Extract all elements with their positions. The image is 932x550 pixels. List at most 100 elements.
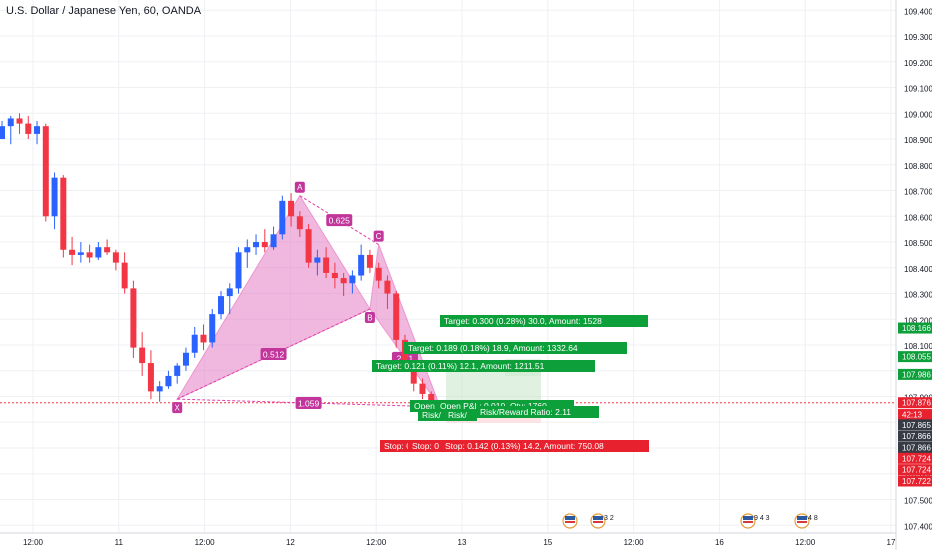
risk-partial-bg[interactable] bbox=[418, 409, 451, 421]
x-tick-label: 12:00 bbox=[23, 538, 44, 547]
pattern-triangle-xab[interactable] bbox=[175, 194, 371, 401]
price-badge[interactable] bbox=[898, 322, 932, 334]
candle-body bbox=[104, 247, 111, 253]
x-tick-label: 11 bbox=[115, 538, 124, 547]
ratio-badge[interactable] bbox=[295, 396, 322, 409]
candle-body bbox=[182, 352, 189, 366]
event-flag-stripe bbox=[743, 516, 753, 520]
candle-body bbox=[288, 200, 295, 217]
grid bbox=[0, 0, 896, 533]
candle-body bbox=[95, 247, 102, 258]
target-label-1: Target: 0.300 (0.28%) 30.0, Amount: 1528 bbox=[444, 316, 602, 326]
price-badge[interactable] bbox=[898, 397, 932, 409]
price-badge-label: 107.866 bbox=[902, 444, 931, 453]
candle-body bbox=[69, 249, 76, 255]
candle-body bbox=[25, 123, 32, 134]
candle-body bbox=[253, 242, 260, 248]
pattern-point-c[interactable] bbox=[373, 230, 384, 242]
y-tick-label: 108.500 bbox=[904, 239, 932, 248]
event-flag-stripe-red bbox=[593, 521, 603, 523]
candle-body bbox=[7, 118, 14, 127]
price-badge[interactable] bbox=[898, 430, 932, 442]
candle-body bbox=[34, 126, 41, 134]
candle-body bbox=[349, 275, 356, 284]
stop-partial-2-bg[interactable] bbox=[408, 440, 451, 452]
x-tick-label: 12:00 bbox=[795, 538, 816, 547]
candle-body bbox=[340, 278, 347, 284]
price-badge[interactable] bbox=[898, 464, 932, 476]
candle-body bbox=[42, 126, 49, 217]
target-label-2-bg[interactable] bbox=[404, 342, 627, 354]
price-badge[interactable] bbox=[898, 368, 932, 380]
risk-reward-label-bg[interactable] bbox=[476, 406, 599, 418]
y-tick-label: 107.400 bbox=[904, 522, 932, 531]
event-flag-stripe-red bbox=[565, 521, 575, 523]
candle-body bbox=[139, 347, 146, 364]
candle-body bbox=[60, 177, 67, 250]
candle-body bbox=[331, 272, 338, 279]
x-tick-label: 12:00 bbox=[366, 538, 387, 547]
candle-body bbox=[147, 363, 154, 392]
candle-body bbox=[77, 252, 84, 255]
x-tick-label: 12:00 bbox=[624, 538, 645, 547]
target-label-3-bg[interactable] bbox=[372, 360, 595, 372]
price-badge[interactable] bbox=[898, 409, 932, 421]
candle-body bbox=[200, 334, 207, 343]
x-tick-label: 15 bbox=[543, 538, 552, 547]
price-badge[interactable] bbox=[898, 475, 932, 487]
price-badge-label: 42:13 bbox=[902, 411, 923, 420]
position-labels[interactable]: Target: 0.300 (0.28%) 30.0, Amount: 1528… bbox=[372, 315, 649, 452]
candle-body bbox=[174, 365, 181, 376]
candle-body bbox=[419, 383, 426, 394]
y-tick-label: 109.400 bbox=[904, 7, 932, 16]
price-badge[interactable] bbox=[898, 419, 932, 431]
pattern-point-a[interactable] bbox=[294, 181, 305, 193]
candle-body bbox=[218, 296, 224, 315]
target-label-1-bg[interactable] bbox=[440, 315, 648, 327]
risk-partial: Risk/ bbox=[422, 410, 442, 420]
stop-label: Stop: 0.142 (0.13%) 14.2, Amount: 750.08 bbox=[445, 441, 604, 451]
price-badge-label: 108.166 bbox=[902, 324, 931, 333]
x-tick-label: 13 bbox=[458, 538, 467, 547]
candle-body bbox=[156, 386, 163, 392]
price-badge-label: 108.055 bbox=[902, 353, 931, 362]
ratio-badge[interactable] bbox=[326, 214, 353, 227]
candle-body bbox=[393, 293, 400, 340]
candles bbox=[0, 113, 435, 410]
y-tick-label: 107.600 bbox=[904, 471, 932, 480]
x-tick-label: 12 bbox=[286, 538, 295, 547]
y-tick-label: 109.100 bbox=[904, 85, 932, 94]
price-badge[interactable] bbox=[898, 442, 932, 454]
price-badge-label: 107.986 bbox=[902, 370, 931, 379]
price-badge[interactable] bbox=[898, 351, 932, 363]
candle-body bbox=[226, 288, 233, 297]
event-flag-stripe bbox=[593, 516, 603, 520]
price-badge-label: 107.866 bbox=[902, 432, 931, 441]
stop-label-bg[interactable] bbox=[441, 440, 649, 452]
candle-body bbox=[112, 252, 119, 263]
pattern-point-b[interactable] bbox=[364, 311, 375, 323]
candle-body bbox=[314, 257, 321, 263]
candle-body bbox=[244, 247, 251, 253]
y-tick-label: 108.600 bbox=[904, 213, 932, 222]
y-tick-label: 108.100 bbox=[904, 342, 932, 351]
pattern-point-x[interactable] bbox=[172, 402, 183, 414]
price-badge[interactable] bbox=[898, 452, 932, 464]
price-badge-label: 107.865 bbox=[902, 421, 931, 430]
ratio-badge[interactable] bbox=[260, 348, 287, 361]
risk-partial-2-bg[interactable] bbox=[444, 409, 477, 421]
x-tick-label: 12:00 bbox=[195, 538, 216, 547]
price-badge-label: 107.724 bbox=[902, 466, 931, 475]
candle-body bbox=[121, 262, 128, 289]
candle-body bbox=[86, 252, 93, 258]
candle-body bbox=[130, 288, 137, 348]
event-markers[interactable]: 3 2 9 4 3 4 8 bbox=[562, 513, 818, 529]
candle-body bbox=[305, 229, 312, 263]
y-tick-label: 109.300 bbox=[904, 33, 932, 42]
candle-body bbox=[51, 177, 58, 217]
x-tick-label: 16 bbox=[715, 538, 724, 547]
candle-body bbox=[191, 334, 198, 353]
